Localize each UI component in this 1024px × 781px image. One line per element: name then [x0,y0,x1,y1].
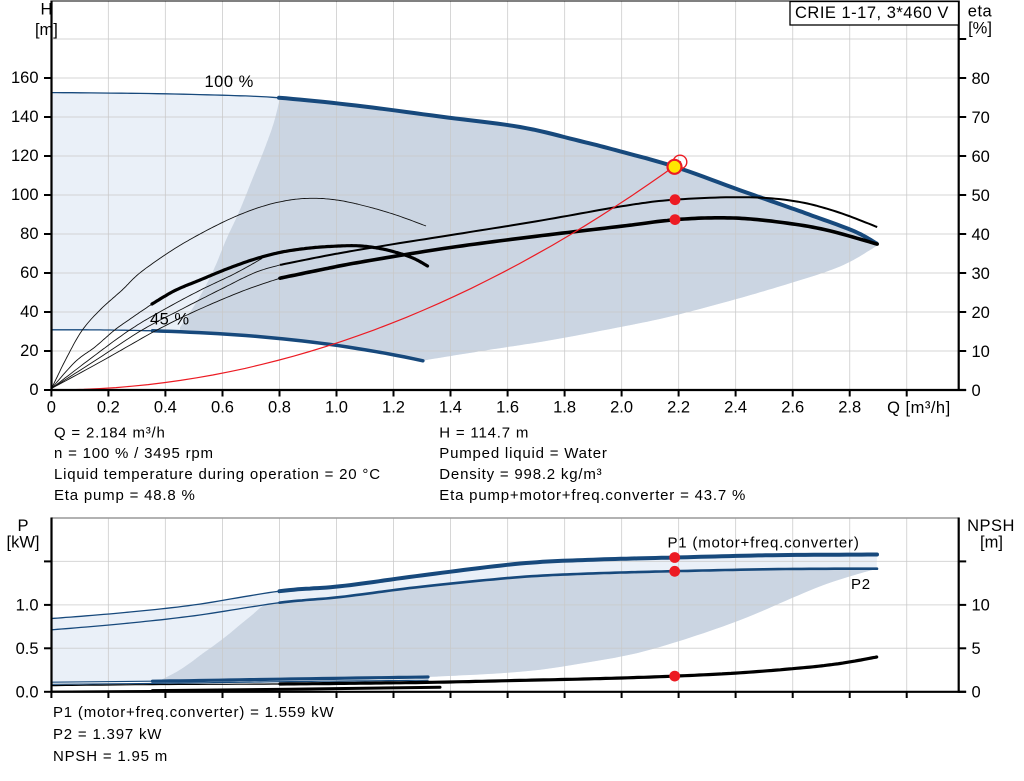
svg-text:1.0: 1.0 [325,399,348,417]
svg-text:60: 60 [972,148,990,166]
svg-text:0.2: 0.2 [97,399,120,417]
svg-text:80: 80 [20,225,38,243]
svg-text:120: 120 [11,147,39,165]
svg-text:Density = 998.2 kg/m³: Density = 998.2 kg/m³ [439,466,602,483]
svg-text:H = 114.7 m: H = 114.7 m [439,424,529,441]
svg-text:30: 30 [972,265,990,283]
svg-text:60: 60 [20,264,38,282]
svg-text:NPSH: NPSH [967,517,1015,535]
svg-text:0.5: 0.5 [16,640,39,658]
svg-text:eta: eta [968,3,993,21]
svg-text:H: H [40,1,52,19]
svg-text:2.4: 2.4 [724,399,747,417]
svg-text:140: 140 [11,108,39,126]
svg-text:[m]: [m] [980,533,1003,551]
svg-text:0: 0 [972,684,981,702]
svg-text:20: 20 [972,304,990,322]
svg-text:80: 80 [972,70,990,88]
svg-text:50: 50 [972,187,990,205]
svg-text:5: 5 [972,640,981,658]
svg-text:n = 100 % / 3495 rpm: n = 100 % / 3495 rpm [54,445,214,462]
svg-text:0: 0 [972,382,981,400]
svg-text:Eta pump = 48.8 %: Eta pump = 48.8 % [54,487,196,504]
svg-text:2.6: 2.6 [781,399,804,417]
svg-text:1.4: 1.4 [439,399,462,417]
svg-text:Eta pump+motor+freq.converter: Eta pump+motor+freq.converter = 43.7 % [439,487,746,504]
svg-text:2.2: 2.2 [667,399,690,417]
svg-text:100 %: 100 % [205,73,254,91]
svg-text:Q = 2.184 m³/h: Q = 2.184 m³/h [54,424,166,441]
svg-text:P1 (motor+freq.converter): P1 (motor+freq.converter) [668,534,860,551]
svg-text:1.6: 1.6 [496,399,519,417]
svg-text:1.2: 1.2 [382,399,405,417]
svg-text:0: 0 [47,399,56,417]
svg-text:P1 (motor+freq.converter) = 1.: P1 (motor+freq.converter) = 1.559 kW [53,704,334,721]
svg-text:1.0: 1.0 [16,597,39,615]
svg-text:CRIE 1-17, 3*460 V: CRIE 1-17, 3*460 V [795,4,949,22]
svg-text:0.6: 0.6 [211,399,234,417]
svg-text:70: 70 [972,109,990,127]
svg-text:P: P [17,517,28,535]
svg-text:100: 100 [11,186,39,204]
svg-text:10: 10 [972,597,990,615]
svg-text:0: 0 [29,381,38,399]
svg-text:20: 20 [20,342,38,360]
svg-text:Liquid temperature during oper: Liquid temperature during operation = 20… [54,466,381,483]
svg-text:2.0: 2.0 [610,399,633,417]
svg-text:Q [m³/h]: Q [m³/h] [887,399,951,417]
svg-text:[kW]: [kW] [7,533,40,551]
svg-text:NPSH = 1.95 m: NPSH = 1.95 m [53,748,168,765]
svg-text:[%]: [%] [968,20,992,38]
svg-text:40: 40 [972,226,990,244]
svg-text:[m]: [m] [35,21,58,39]
svg-text:0.4: 0.4 [154,399,177,417]
svg-text:Pumped liquid = Water: Pumped liquid = Water [439,445,607,462]
svg-text:10: 10 [972,343,990,361]
svg-text:0.8: 0.8 [268,399,291,417]
svg-text:P2: P2 [851,576,871,593]
svg-text:P2 = 1.397 kW: P2 = 1.397 kW [53,726,162,743]
svg-text:160: 160 [11,69,39,87]
svg-text:2.8: 2.8 [838,399,861,417]
svg-text:40: 40 [20,303,38,321]
svg-text:0.0: 0.0 [16,684,39,702]
svg-text:1.8: 1.8 [553,399,576,417]
svg-text:45 %: 45 % [150,310,190,328]
